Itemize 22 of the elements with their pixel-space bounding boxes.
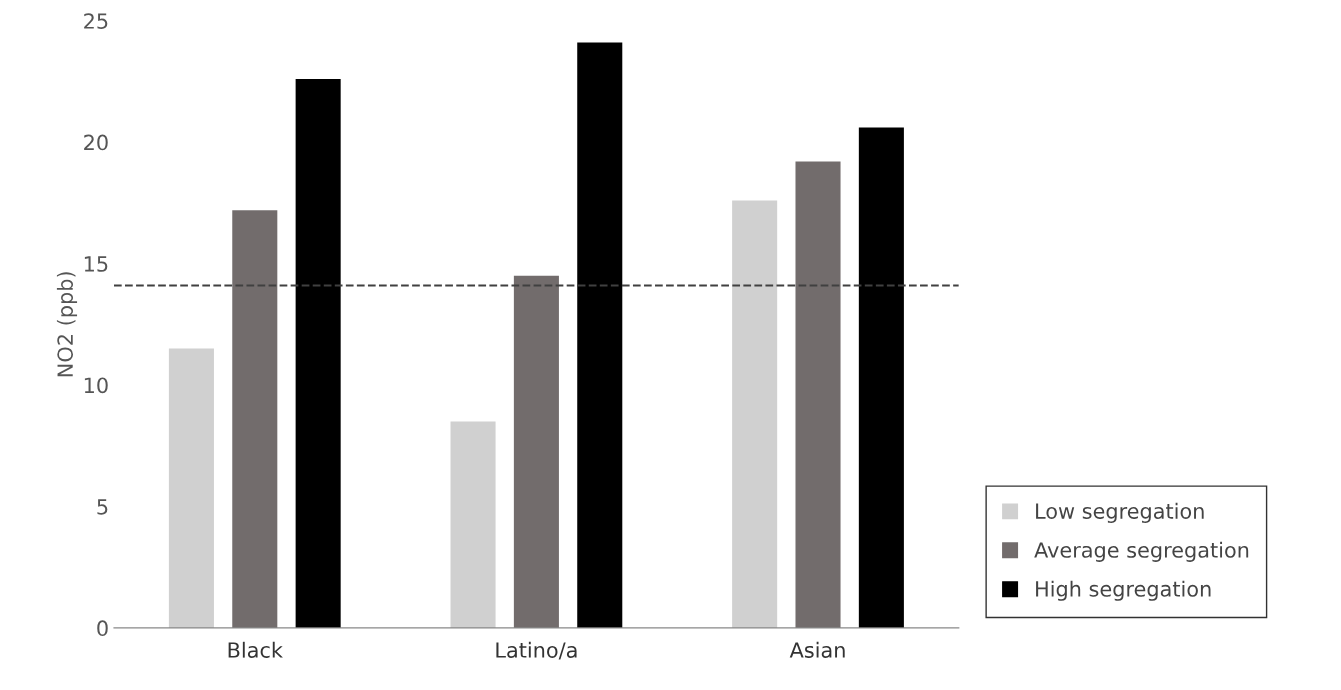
y-tick-label: 25 [84,13,108,29]
legend-label: High segregation [1036,580,1211,601]
y-tick-label: 0 [97,620,108,637]
y-tick-label: 20 [84,134,108,151]
bar [450,421,496,628]
legend-label: Low segregation [1036,502,1204,523]
y-tick-label: 5 [97,499,108,515]
bar [168,348,214,628]
bar [513,275,559,628]
bar [858,127,904,628]
y-tick-label: 10 [84,377,108,394]
bar [232,210,278,628]
bar [795,161,841,628]
bar [295,78,341,628]
bar [732,200,778,628]
y-tick-label: 15 [84,256,108,272]
x-tick-label: Black [228,641,283,658]
bar [577,42,623,628]
x-tick-label: Asian [789,641,845,658]
x-tick-label: Latino/a [496,641,577,660]
y-axis-title: NO2 (ppb) [56,272,78,377]
legend-label: Average segregation [1034,541,1249,562]
